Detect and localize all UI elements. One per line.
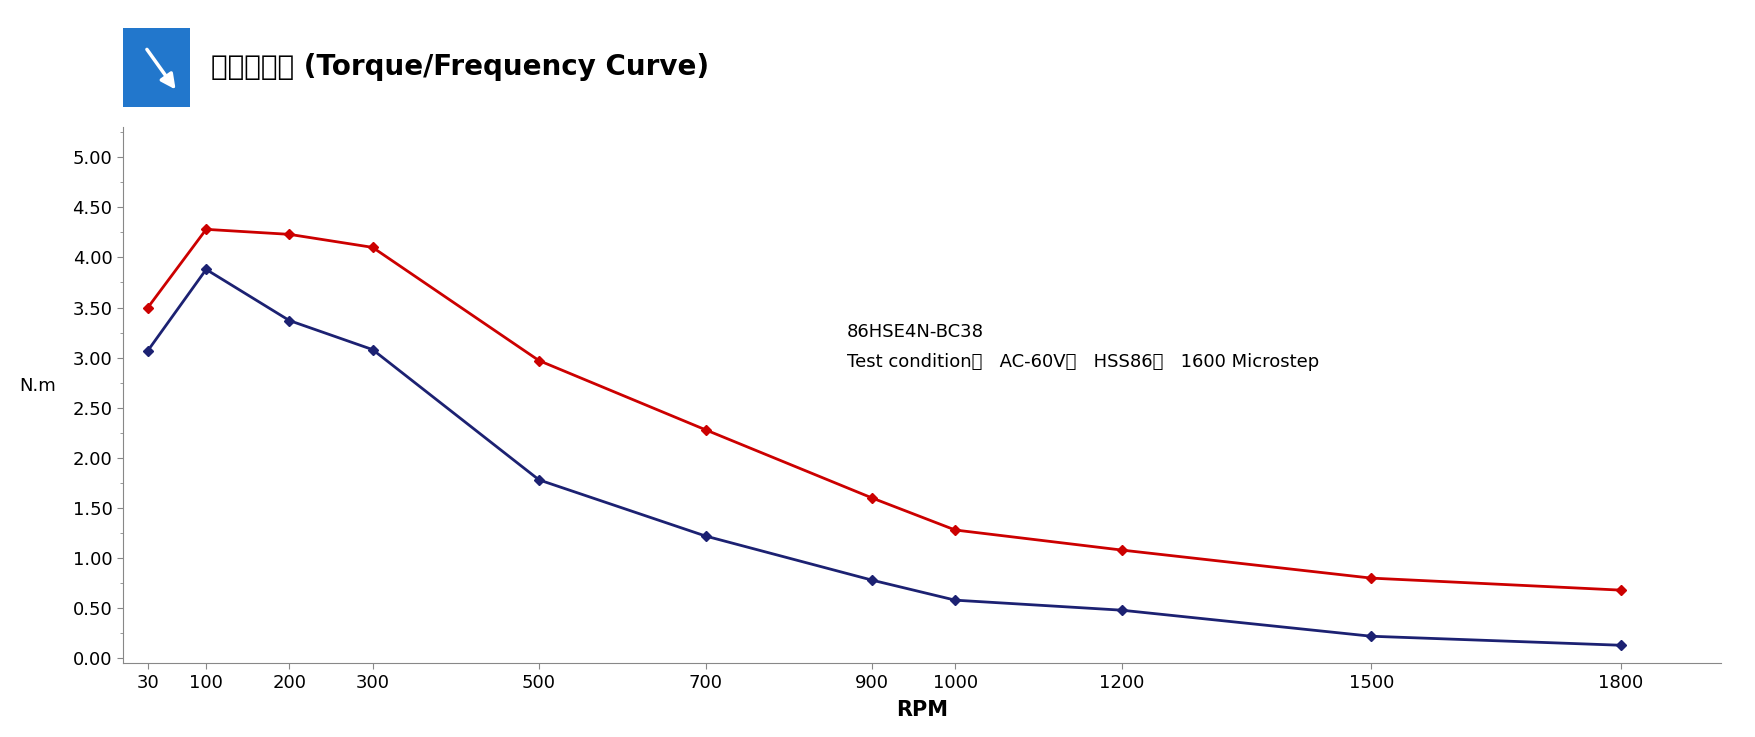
Text: 86HSE4N-BC38
Test condition；   AC-60V，   HSS86，   1600 Microstep: 86HSE4N-BC38 Test condition； AC-60V， HSS… [846, 323, 1318, 371]
Text: 矩频特性图 (Torque/Frequency Curve): 矩频特性图 (Torque/Frequency Curve) [211, 53, 709, 81]
Bar [123, 28, 190, 107]
X-axis label: RPM: RPM [895, 700, 948, 720]
Y-axis label: N.m: N.m [19, 377, 56, 395]
